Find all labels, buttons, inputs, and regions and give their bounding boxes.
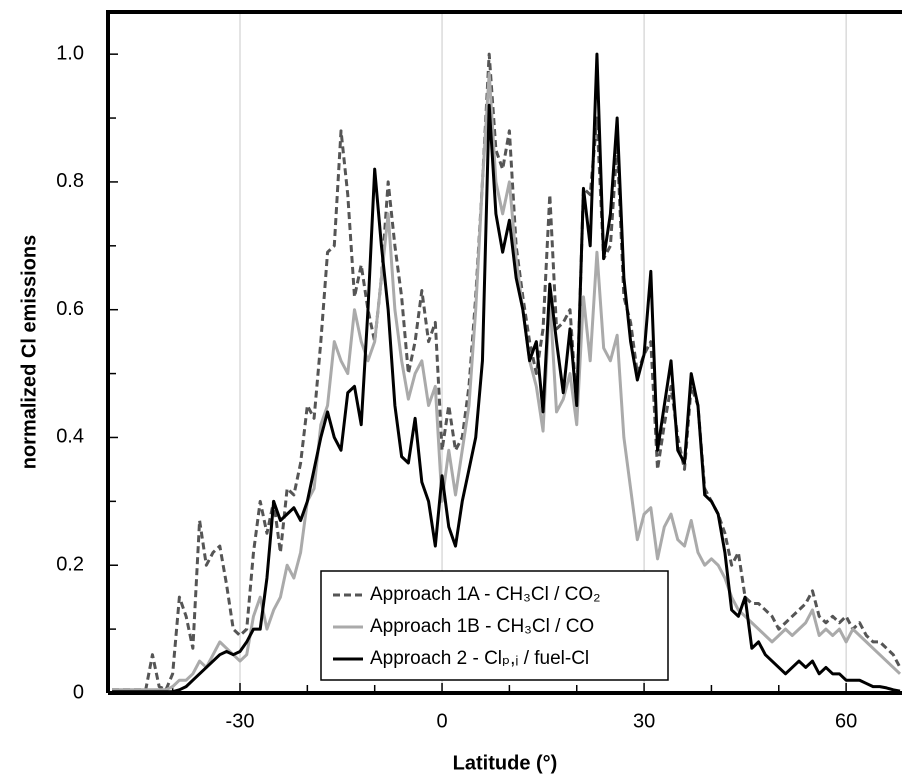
y-tick-label: 0 — [73, 681, 84, 703]
y-tick-label: 0.4 — [56, 426, 84, 448]
legend-label: Approach 1A - CH₃Cl / CO₂ — [370, 584, 601, 605]
y-axis-title: normalized Cl emissions — [18, 235, 40, 470]
series-line — [112, 52, 902, 692]
series-line — [112, 52, 901, 694]
legend: Approach 1A - CH₃Cl / CO₂ Approach 1B - C… — [320, 570, 669, 681]
axis-frame — [106, 10, 902, 695]
y-tick-label: 1.0 — [56, 42, 84, 64]
legend-box — [320, 570, 669, 681]
x-tick-label: 30 — [633, 710, 655, 732]
x-axis-title: Latitude (°) — [453, 752, 558, 774]
legend-label: Approach 1B - CH₃Cl / CO — [370, 616, 594, 637]
series-line — [112, 71, 902, 692]
x-tick-label: 0 — [436, 710, 447, 732]
x-tick-label: 60 — [835, 710, 857, 732]
legend-label: Approach 2 - Clₚ,ᵢ / fuel-Cl — [370, 648, 589, 669]
x-tick-label: -30 — [226, 710, 255, 732]
y-tick-label: 0.6 — [56, 298, 84, 320]
y-tick-label: 0.8 — [56, 170, 84, 192]
y-tick-label: 0.2 — [56, 554, 84, 576]
